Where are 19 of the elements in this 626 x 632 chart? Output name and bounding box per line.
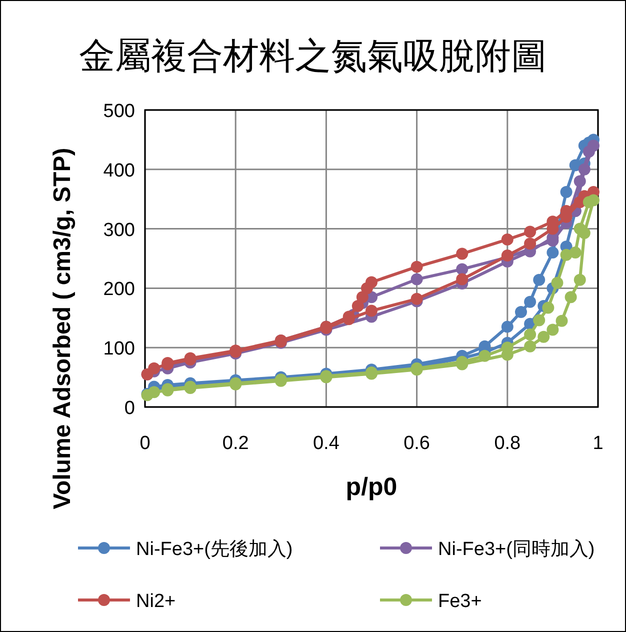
legend-label: Fe3+ bbox=[438, 591, 482, 612]
x-tick-label: 0.2 bbox=[222, 433, 249, 454]
x-tick-label: 0.4 bbox=[312, 433, 340, 454]
x-tick-label: 0.8 bbox=[494, 433, 521, 454]
y-tick-label: 100 bbox=[103, 338, 135, 360]
x-tick-label: 1 bbox=[592, 433, 604, 454]
y-tick-label: 300 bbox=[103, 220, 135, 241]
chart-title: 金屬複合材料之氮氣吸脫附圖 bbox=[79, 35, 547, 76]
legend-label: Ni2+ bbox=[136, 591, 176, 612]
x-tick-label: 0.6 bbox=[404, 433, 430, 454]
x-tick-label: 0 bbox=[140, 433, 150, 454]
x-axis-title: p/p0 bbox=[346, 473, 398, 501]
y-tick-label: 0 bbox=[124, 398, 135, 419]
legend-label: Ni-Fe3+(同時加入) bbox=[438, 539, 595, 560]
y-tick-label: 400 bbox=[103, 160, 135, 182]
y-axis-title: Volume Adsorbed ( cm3/g, STP) bbox=[49, 148, 76, 510]
legend-label: Ni-Fe3+(先後加入) bbox=[136, 539, 293, 560]
y-tick-label: 200 bbox=[103, 279, 135, 300]
y-tick-label: 500 bbox=[103, 101, 135, 122]
